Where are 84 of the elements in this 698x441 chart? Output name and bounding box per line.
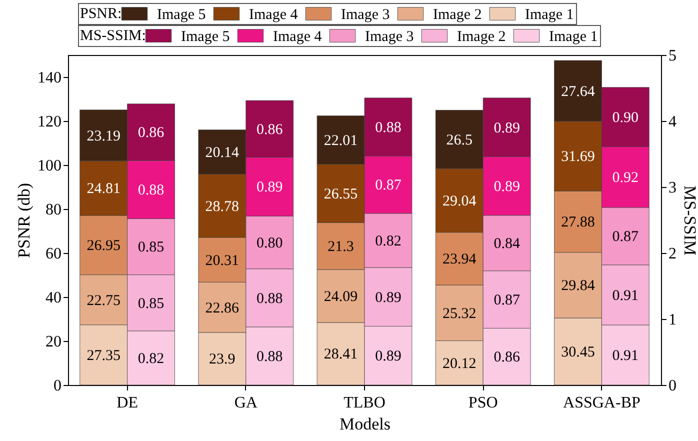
data-label: 22.01	[324, 133, 358, 150]
legend-label: Image 5	[157, 6, 206, 23]
legend-label: Image 5	[181, 28, 230, 45]
data-label: 0.82	[375, 233, 402, 250]
data-label: 0.84	[494, 236, 520, 252]
data-label: 22.75	[86, 292, 120, 309]
data-label: 0.91	[612, 348, 639, 364]
data-label: 22.86	[205, 300, 240, 316]
x-tick-label: ASSGA-BP	[563, 394, 640, 412]
data-label: 26.5	[446, 132, 473, 148]
y-tick-label: 60	[46, 246, 62, 262]
data-label: 24.81	[86, 181, 120, 198]
y2-tick-label: 3	[668, 180, 676, 196]
data-label: 21.3	[328, 239, 354, 256]
x-tick-label: PSO	[468, 394, 498, 412]
x-tick-label: GA	[234, 394, 258, 412]
legend-label: Image 1	[525, 6, 574, 23]
data-label: 0.87	[494, 292, 520, 309]
data-label: 0.89	[375, 348, 402, 365]
data-label: 0.88	[375, 120, 402, 136]
data-label: 0.89	[494, 120, 520, 136]
y-tick-label: 40	[46, 290, 62, 306]
data-label: 28.41	[324, 346, 358, 363]
data-label: 31.69	[561, 149, 595, 166]
data-label: 25.32	[442, 306, 476, 322]
data-label: 29.04	[442, 193, 477, 210]
y-tick-label: 20	[46, 334, 62, 350]
text: MS-SSIM:	[80, 28, 146, 44]
data-label: 0.88	[138, 182, 164, 199]
data-label: 26.55	[324, 186, 358, 202]
data-label: 24.09	[324, 289, 358, 305]
data-label: 0.90	[612, 110, 639, 126]
data-label: 0.89	[494, 179, 520, 196]
data-label: 26.95	[86, 238, 120, 254]
y2-tick-label: 1	[668, 312, 676, 328]
data-label: 29.84	[561, 278, 596, 294]
data-label: 27.35	[86, 348, 120, 364]
data-label: 23.19	[86, 128, 120, 144]
data-label: 0.92	[612, 170, 639, 186]
y2-tick-label: 0	[668, 378, 676, 394]
data-label: 27.64	[561, 84, 596, 100]
data-label: 0.85	[138, 240, 164, 256]
x-axis-title: Models	[340, 414, 390, 434]
y2-tick-label: 2	[668, 246, 676, 262]
data-label: 0.88	[256, 290, 283, 307]
legend-label: Image 3	[365, 28, 414, 45]
data-label: 0.86	[494, 350, 520, 366]
data-label: 27.88	[561, 214, 595, 231]
legend-label: Image 4	[249, 6, 298, 23]
data-label: 20.31	[205, 252, 240, 269]
data-label: 0.86	[256, 122, 284, 138]
data-label: 28.78	[205, 198, 240, 215]
y-tick-label: 100	[38, 158, 62, 174]
data-label: 30.45	[561, 344, 595, 361]
data-label: 0.85	[138, 296, 164, 312]
y-tick-label: 0	[54, 378, 62, 394]
data-label: 23.9	[209, 352, 236, 368]
data-label: 20.14	[205, 144, 240, 161]
data-label: 0.91	[612, 288, 639, 304]
data-label: 0.82	[138, 350, 164, 367]
x-tick-label: TLBO	[344, 394, 386, 412]
y-tick-label: 120	[38, 114, 62, 130]
y2-axis-title: MS-SSIM	[680, 186, 698, 256]
data-label: 0.89	[375, 290, 402, 306]
data-label: 20.12	[442, 356, 476, 372]
legend-label: Image 2	[433, 6, 482, 23]
y-tick-label: 140	[38, 70, 62, 86]
y-tick-label: 80	[46, 202, 62, 218]
y-axis-title: PSNR (db)	[14, 182, 34, 258]
data-label: 0.87	[375, 178, 402, 194]
legend-label: Image 3	[341, 6, 390, 23]
x-tick-label: DE	[116, 394, 138, 412]
y2-tick-label: 4	[668, 114, 676, 130]
y2-tick-label: 5	[668, 48, 676, 64]
data-label: 0.80	[256, 235, 283, 252]
legend-label: Image 2	[457, 28, 506, 45]
data-label: 0.87	[612, 229, 640, 246]
data-label: 0.88	[256, 348, 283, 365]
text: PSNR:	[80, 6, 122, 22]
data-label: 23.94	[442, 252, 477, 268]
data-label: 0.86	[138, 125, 165, 142]
legend-label: Image 4	[273, 28, 322, 45]
legend-label: Image 1	[549, 28, 598, 45]
data-label: 0.89	[256, 180, 283, 196]
